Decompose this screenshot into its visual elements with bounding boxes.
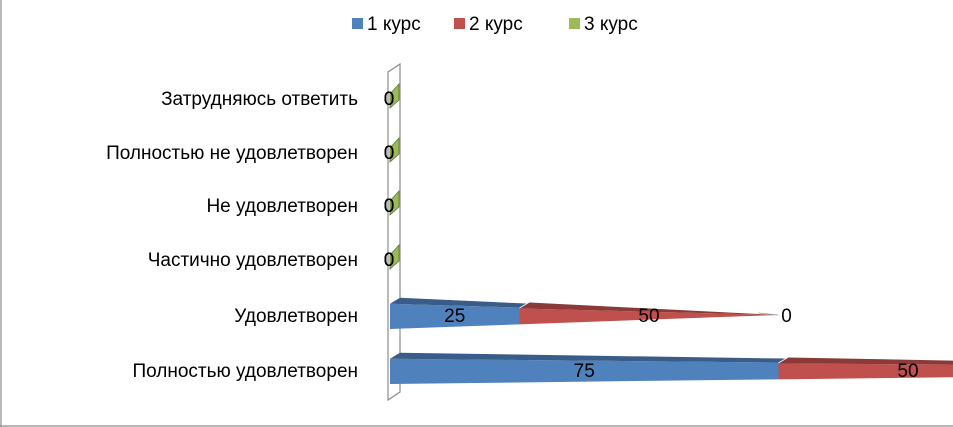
category-label: Полностью удовлетворен: [132, 361, 358, 382]
bar-segment: [390, 303, 520, 329]
data-label: 0: [384, 196, 395, 217]
bar-segment-top: [390, 297, 527, 308]
legend-item: 1 курс: [352, 14, 421, 35]
data-label: 0: [384, 89, 395, 110]
data-label: 0: [384, 250, 395, 271]
category-label: Полностью не удовлетворен: [106, 143, 358, 164]
category-label: Частично удовлетворен: [148, 250, 358, 271]
bar-segment-top: [519, 302, 779, 315]
legend-swatch: [569, 18, 580, 29]
bar-segment: [389, 136, 400, 163]
bar-segment-top: [778, 357, 953, 365]
data-label: 0: [384, 143, 395, 164]
legend-item: 2 курс: [454, 14, 523, 35]
bar-segment: [389, 243, 400, 270]
bar-segment-top: [390, 352, 786, 363]
data-label: 0: [384, 196, 395, 217]
data-label: 0: [384, 143, 395, 164]
data-label: 0: [384, 89, 395, 110]
chart-side-wall: [387, 62, 401, 402]
category-label: Не удовлетворен: [206, 196, 358, 217]
bar-tip: [758, 312, 779, 316]
data-labels: 000000000000255007550100: [384, 89, 919, 382]
bars: [389, 82, 953, 384]
data-label: 75: [574, 361, 595, 382]
data-label: 50: [897, 361, 918, 382]
legend-item: 3 курс: [569, 14, 638, 35]
bar-segment: [778, 363, 953, 380]
data-label: 0: [384, 196, 395, 217]
bar-segment: [389, 82, 400, 109]
bar-segment: [519, 308, 779, 325]
legend-swatch: [454, 18, 465, 29]
data-label: 50: [638, 306, 659, 327]
category-label: Затрудняюсь ответить: [161, 89, 358, 110]
category-label: Удовлетворен: [234, 306, 358, 327]
data-label: 0: [384, 250, 395, 271]
chart-wall: [387, 62, 401, 402]
legend: 1 курс 2 курс 3 курс: [352, 14, 638, 35]
data-label: 0: [384, 250, 395, 271]
bar-segment: [389, 189, 400, 216]
legend-label: 2 курс: [469, 14, 523, 35]
data-label: 25: [444, 306, 465, 327]
legend-swatch: [352, 18, 363, 29]
bar-segment: [390, 358, 779, 384]
data-label: 0: [384, 89, 395, 110]
category-labels: Затрудняюсь ответить Полностью не удовлет…: [106, 89, 358, 382]
data-label: 0: [781, 306, 792, 327]
legend-label: 1 курс: [367, 14, 421, 35]
legend-label: 3 курс: [584, 14, 638, 35]
data-label: 0: [384, 143, 395, 164]
